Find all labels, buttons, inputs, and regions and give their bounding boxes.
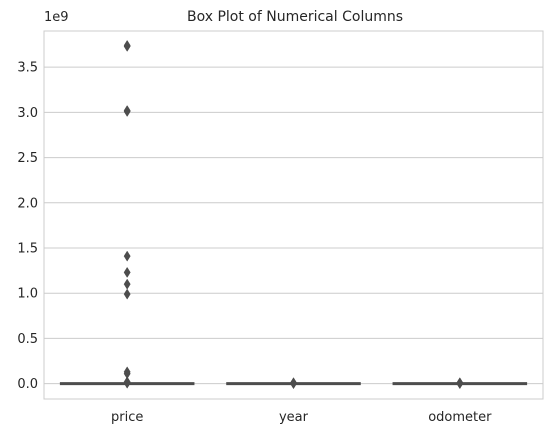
y-tick-label: 1.5 (17, 242, 38, 257)
outlier-point (123, 266, 131, 278)
y-tick-label: 0.5 (17, 332, 38, 347)
outlier-point (290, 378, 297, 390)
x-tick-label: year (279, 410, 309, 425)
outlier-point (123, 250, 131, 262)
outlier-point (123, 105, 131, 117)
outlier-point (456, 378, 464, 390)
outliers (123, 39, 464, 390)
outlier-point (123, 40, 131, 52)
y-tick-label: 2.0 (17, 196, 38, 211)
y-tick-label: 3.5 (17, 61, 38, 76)
x-tick-label: odometer (428, 410, 492, 425)
plot-frame (43, 30, 544, 400)
y-tick-label: 0.0 (17, 377, 38, 392)
chart-title: Box Plot of Numerical Columns (187, 9, 403, 25)
x-axis-ticks: price year odometer (111, 410, 492, 425)
x-tick-label: price (111, 410, 143, 425)
y-axis-ticks: 0.0 0.5 1.0 1.5 2.0 2.5 3.0 3.5 (17, 61, 38, 392)
outlier-point (123, 288, 131, 300)
y-tick-label: 3.0 (17, 106, 38, 121)
outlier-point (123, 377, 131, 389)
y-tick-label: 2.5 (17, 151, 38, 166)
y-tick-label: 1.0 (17, 287, 38, 302)
y-axis-multiplier-label: 1e9 (44, 10, 69, 25)
